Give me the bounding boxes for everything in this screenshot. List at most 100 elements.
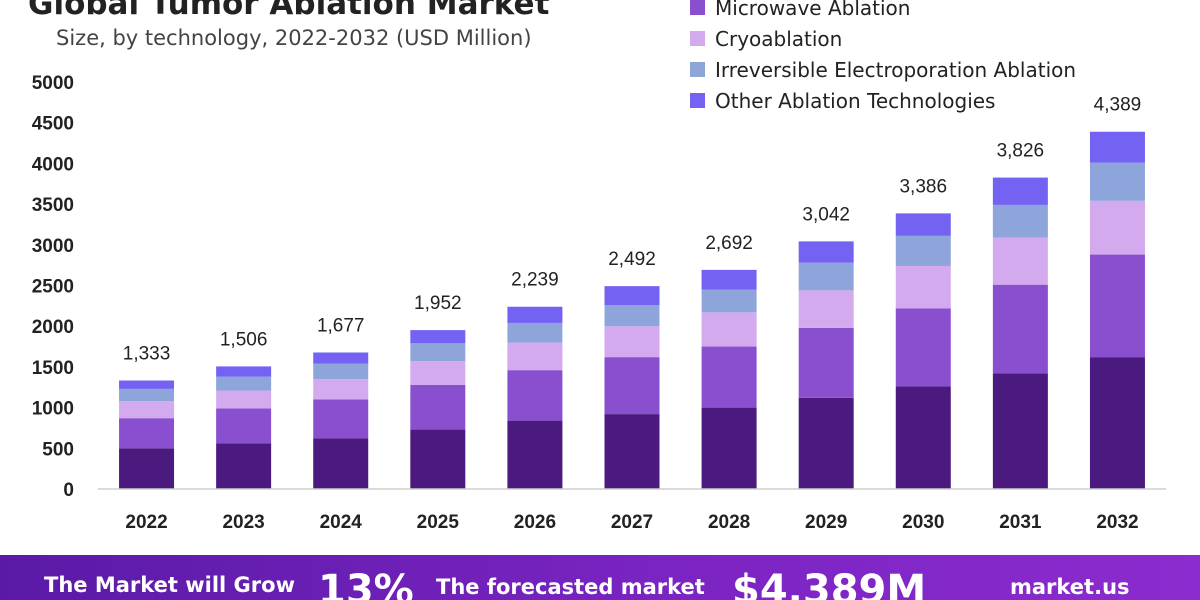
- bar-segment-3: [701, 312, 757, 347]
- bar-total-label: 1,952: [414, 293, 462, 314]
- banner-growth-text: The Market will Grow: [44, 573, 295, 597]
- y-tick-label: 4500: [32, 114, 74, 135]
- bar-segment-4: [992, 204, 1048, 238]
- bar-total-label: 2,239: [511, 270, 559, 291]
- bar-total-label: 3,826: [997, 141, 1045, 162]
- banner-growth-value: 13%: [318, 567, 414, 600]
- bar-segment-3: [604, 326, 660, 358]
- bar-segment-2: [798, 327, 854, 398]
- bar-segment-5: [119, 380, 175, 389]
- x-tick-label: 2022: [125, 512, 167, 533]
- bar-segment-3: [313, 379, 369, 400]
- legend-label: Microwave Ablation: [715, 0, 911, 20]
- bar-total-label: 2,492: [608, 249, 656, 270]
- y-tick-label: 2500: [32, 277, 74, 298]
- bar-total-label: 3,386: [899, 176, 947, 197]
- y-tick-label: 3000: [32, 236, 74, 257]
- bar-segment-4: [216, 376, 272, 391]
- bar-segment-2: [895, 308, 951, 387]
- bar-segment-4: [895, 235, 951, 266]
- bar-segment-4: [604, 305, 660, 327]
- bar-total-label: 1,333: [123, 343, 171, 364]
- bar-segment-2: [216, 408, 272, 444]
- bar-total-label: 2,692: [705, 233, 753, 254]
- bar-segment-4: [119, 388, 175, 402]
- bar-segment-1: [119, 448, 175, 489]
- legend-swatch: [690, 0, 705, 15]
- legend-label: Irreversible Electroporation Ablation: [715, 57, 1077, 82]
- x-tick-label: 2030: [902, 512, 944, 533]
- x-tick-label: 2025: [417, 512, 460, 533]
- bar-segment-5: [701, 269, 757, 290]
- bar-segment-5: [313, 352, 369, 364]
- bar-segment-3: [119, 401, 175, 419]
- bar-total-label: 1,677: [317, 315, 365, 336]
- bar-segment-1: [410, 429, 466, 489]
- bar-segment-1: [216, 443, 272, 489]
- bar-segment-1: [313, 438, 369, 489]
- y-tick-label: 1000: [32, 399, 74, 420]
- banner-forecast-text: The forecasted market: [436, 575, 705, 599]
- bar-segment-3: [410, 361, 466, 385]
- bar-segment-3: [216, 390, 272, 409]
- bar-segment-1: [604, 414, 660, 489]
- bar-segment-1: [798, 397, 854, 489]
- bar-total-label: 3,042: [802, 204, 850, 225]
- bar-segment-1: [1089, 357, 1145, 489]
- y-tick-label: 2000: [32, 317, 74, 338]
- bar-segment-3: [895, 265, 951, 309]
- chart-title: Global Tumor Ablation Market: [28, 0, 550, 22]
- y-tick-label: 0: [63, 480, 74, 501]
- legend-label: Other Ablation Technologies: [715, 88, 996, 113]
- y-tick-label: 500: [42, 439, 74, 460]
- bar-segment-4: [507, 322, 563, 343]
- legend-swatch: [690, 93, 705, 108]
- y-tick-label: 4000: [32, 154, 74, 175]
- bar-segment-5: [604, 286, 660, 306]
- y-tick-label: 5000: [32, 73, 74, 94]
- banner-forecast-value: $4,389M: [732, 567, 927, 600]
- legend-item-irreversible-electroporation: Irreversible Electroporation Ablation: [690, 54, 1076, 85]
- bar-segment-2: [507, 370, 563, 421]
- legend-item-microwave-ablation: Microwave Ablation: [690, 0, 1076, 23]
- bar-segment-1: [895, 386, 951, 489]
- bar-segment-1: [701, 407, 757, 489]
- x-tick-label: 2029: [805, 512, 847, 533]
- bar-segment-2: [604, 357, 660, 415]
- bar-segment-5: [798, 241, 854, 263]
- bar-total-label: 1,506: [220, 329, 268, 350]
- bar-segment-1: [507, 420, 563, 489]
- bar-total-label: 4,389: [1094, 95, 1142, 116]
- bar-segment-5: [992, 177, 1048, 205]
- legend-label: Cryoablation: [715, 26, 843, 51]
- legend-swatch: [690, 31, 705, 46]
- bar-segment-4: [701, 289, 757, 313]
- bar-segment-4: [410, 343, 466, 362]
- bar-segment-3: [507, 342, 563, 371]
- bar-segment-1: [992, 373, 1048, 489]
- bar-segment-2: [410, 384, 466, 430]
- bar-segment-2: [119, 418, 175, 449]
- legend-item-other-ablation: Other Ablation Technologies: [690, 85, 1076, 116]
- x-tick-label: 2024: [320, 512, 363, 533]
- bar-segment-2: [1089, 254, 1145, 358]
- bar-segment-5: [1089, 131, 1145, 163]
- bar-segment-2: [701, 346, 757, 408]
- summary-banner: The Market will Grow 13% The forecasted …: [0, 555, 1200, 600]
- y-tick-label: 1500: [32, 358, 74, 379]
- x-tick-label: 2032: [1096, 512, 1138, 533]
- chart-subtitle: Size, by technology, 2022-2032 (USD Mill…: [56, 26, 532, 50]
- bar-segment-5: [216, 366, 272, 377]
- bar-segment-2: [992, 284, 1048, 374]
- banner-brand-text: market.us: [1010, 575, 1130, 599]
- bar-segment-5: [895, 213, 951, 236]
- x-tick-label: 2023: [222, 512, 264, 533]
- legend-item-cryoablation: Cryoablation: [690, 23, 1076, 54]
- x-tick-label: 2031: [999, 512, 1042, 533]
- bar-segment-4: [798, 262, 854, 291]
- chart-legend: Microwave Ablation Cryoablation Irrevers…: [690, 0, 1076, 116]
- x-tick-label: 2027: [611, 512, 653, 533]
- bar-segment-4: [313, 363, 369, 380]
- stacked-bar-chart: 0 500 1000 1500 2000 2500 3000 3500 4000 4500 5000…: [32, 73, 1166, 533]
- legend-swatch: [690, 62, 705, 77]
